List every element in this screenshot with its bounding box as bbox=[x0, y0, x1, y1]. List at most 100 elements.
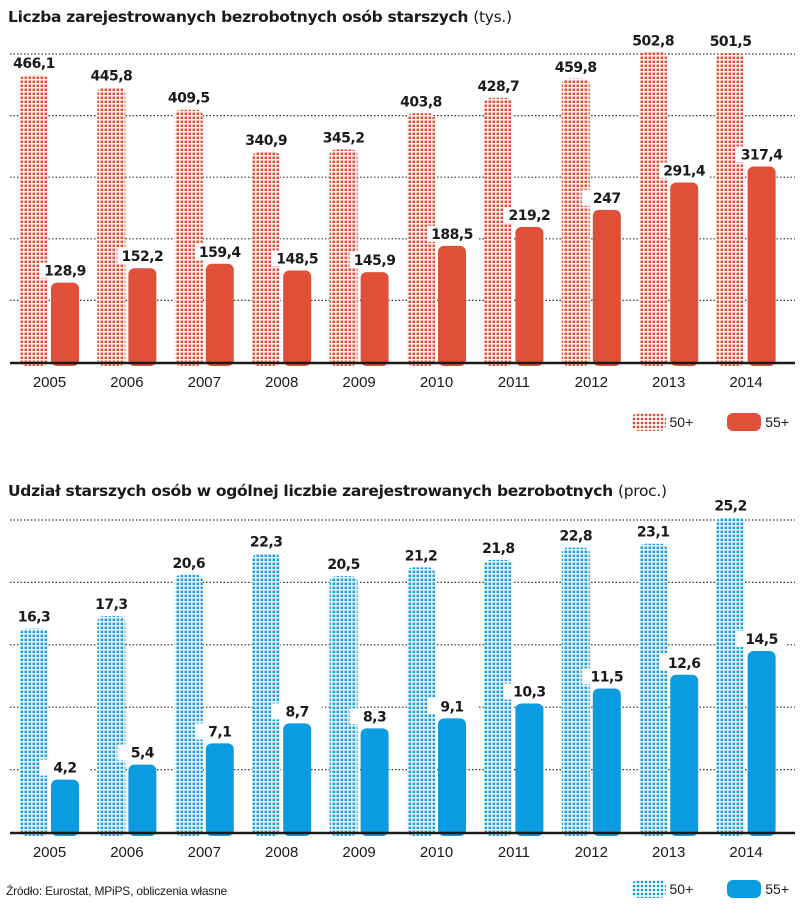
x-tick-label: 2005 bbox=[33, 844, 66, 861]
chart2-title-text: Udział starszych osób w ogólnej liczbie … bbox=[8, 482, 613, 500]
data-label: 9,1 bbox=[440, 699, 463, 715]
bar-group-2011: 428,7 219,2 bbox=[473, 77, 555, 366]
bar-55plus-2006 bbox=[128, 268, 157, 366]
x-tick-label: 2007 bbox=[188, 374, 221, 391]
legend-label: 55+ bbox=[765, 414, 789, 430]
chart2-legend: 50+ 55+ bbox=[598, 880, 789, 898]
source-note: Źródło: Eurostat, MPiPS, obliczenia włas… bbox=[6, 884, 228, 898]
bar-group-2005: 466,1 128,9 bbox=[9, 54, 90, 367]
data-label: 20,5 bbox=[327, 557, 360, 573]
bar-50plus-2006 bbox=[97, 616, 126, 836]
data-label: 5,4 bbox=[131, 746, 155, 762]
legend-label: 50+ bbox=[669, 881, 694, 897]
data-label: 128,9 bbox=[44, 264, 86, 280]
bar-group-2012: 459,8 247 bbox=[550, 58, 632, 367]
legend-swatch-50plus bbox=[631, 880, 666, 898]
bar-group-2009: 20,5 8,3 bbox=[318, 556, 400, 836]
data-label: 148,5 bbox=[276, 252, 318, 268]
data-label: 502,8 bbox=[632, 33, 674, 49]
x-tick-label: 2012 bbox=[575, 374, 608, 391]
bar-group-2013: 23,1 12,6 bbox=[628, 523, 710, 836]
legend-swatch-55plus bbox=[727, 880, 762, 898]
x-tick-label: 2008 bbox=[265, 844, 298, 861]
data-label: 501,5 bbox=[710, 34, 752, 50]
x-tick-label: 2006 bbox=[110, 844, 143, 861]
bar-55plus-2012 bbox=[592, 688, 621, 836]
chart1-unit: (tys.) bbox=[473, 8, 512, 26]
bar-50plus-2010 bbox=[407, 113, 435, 366]
bar-50plus-2005 bbox=[20, 74, 48, 367]
bar-55plus-2007 bbox=[205, 263, 234, 366]
data-label: 291,4 bbox=[663, 163, 706, 179]
data-label: 16,3 bbox=[18, 610, 51, 626]
data-label: 428,7 bbox=[478, 79, 520, 95]
chart1-title-text: Liczba zarejestrowanych bezrobotnych osó… bbox=[8, 8, 469, 26]
data-label: 345,2 bbox=[323, 130, 365, 146]
bar-50plus-2008 bbox=[252, 152, 281, 366]
bar-group-2007: 409,5 159,4 bbox=[163, 89, 245, 367]
data-label: 459,8 bbox=[555, 60, 597, 76]
bar-55plus-2010 bbox=[438, 718, 466, 836]
legend-item-55plus: 55+ bbox=[727, 880, 789, 898]
x-tick-label: 2012 bbox=[575, 844, 608, 861]
bar-group-2010: 21,2 9,1 bbox=[396, 547, 477, 836]
bar-group-2009: 345,2 145,9 bbox=[318, 129, 400, 366]
chart2-unit: (proc.) bbox=[617, 482, 667, 500]
bar-55plus-2006 bbox=[128, 764, 157, 836]
bar-50plus-2013 bbox=[639, 543, 668, 836]
bar-group-2008: 340,9 148,5 bbox=[241, 132, 323, 366]
data-label: 445,8 bbox=[91, 68, 133, 84]
chart1-legend: 50+ 55+ bbox=[598, 413, 789, 431]
data-label: 21,8 bbox=[482, 541, 515, 557]
bar-50plus-2009 bbox=[329, 576, 358, 836]
legend-item-50plus: 50+ bbox=[631, 880, 694, 898]
data-label: 14,5 bbox=[745, 632, 778, 648]
bar-50plus-2014 bbox=[716, 517, 745, 836]
data-label: 23,1 bbox=[637, 525, 670, 541]
bar-50plus-2010 bbox=[407, 567, 435, 836]
bar-55plus-2014 bbox=[747, 651, 776, 836]
bar-55plus-2012 bbox=[592, 209, 621, 366]
bar-55plus-2008 bbox=[283, 723, 312, 836]
bar-55plus-2007 bbox=[205, 743, 234, 836]
bar-group-2006: 17,3 5,4 bbox=[86, 596, 168, 836]
data-label: 219,2 bbox=[509, 208, 551, 224]
legend-label: 50+ bbox=[669, 414, 694, 430]
data-label: 8,7 bbox=[286, 704, 309, 720]
data-label: 403,8 bbox=[400, 94, 442, 110]
chart2-plot: 16,3 4,2 2005 17,3 5,4 2006 20,6 7,1 2007 22,3 8,7… bbox=[9, 497, 795, 861]
data-label: 188,5 bbox=[431, 227, 473, 243]
data-label: 17,3 bbox=[95, 597, 128, 613]
bar-55plus-2005 bbox=[51, 282, 79, 366]
bar-50plus-2008 bbox=[252, 553, 281, 836]
data-label: 145,9 bbox=[354, 253, 396, 269]
bar-55plus-2013 bbox=[670, 674, 699, 836]
bar-50plus-2007 bbox=[174, 109, 203, 367]
x-tick-label: 2014 bbox=[729, 374, 762, 391]
x-tick-label: 2011 bbox=[498, 844, 530, 861]
data-label: 466,1 bbox=[13, 56, 55, 72]
legend-item-50plus: 50+ bbox=[631, 413, 694, 431]
bar-50plus-2014 bbox=[716, 53, 745, 367]
bar-50plus-2005 bbox=[20, 628, 48, 836]
bar-group-2008: 22,3 8,7 bbox=[241, 533, 323, 836]
data-label: 159,4 bbox=[199, 245, 242, 261]
bar-50plus-2013 bbox=[639, 52, 668, 366]
bar-group-2006: 445,8 152,2 bbox=[86, 67, 168, 366]
x-tick-label: 2007 bbox=[188, 844, 221, 861]
bar-55plus-2005 bbox=[51, 779, 79, 836]
data-label: 152,2 bbox=[122, 249, 164, 265]
bar-50plus-2012 bbox=[561, 547, 590, 836]
data-label: 340,9 bbox=[245, 133, 287, 149]
bar-group-2014: 501,5 317,4 bbox=[705, 33, 787, 367]
data-label: 247 bbox=[593, 191, 621, 207]
bar-50plus-2011 bbox=[484, 559, 513, 836]
x-tick-label: 2010 bbox=[420, 844, 453, 861]
chart1-title: Liczba zarejestrowanych bezrobotnych osó… bbox=[8, 8, 512, 26]
legend-swatch-55plus bbox=[727, 413, 762, 431]
data-label: 10,3 bbox=[513, 684, 546, 700]
data-label: 4,2 bbox=[53, 761, 76, 777]
chart1-plot: 466,1 128,9 2005 445,8 152,2 2006 409,5 159,4 20… bbox=[9, 32, 795, 391]
data-label: 20,6 bbox=[173, 556, 206, 572]
data-label: 409,5 bbox=[168, 91, 210, 107]
